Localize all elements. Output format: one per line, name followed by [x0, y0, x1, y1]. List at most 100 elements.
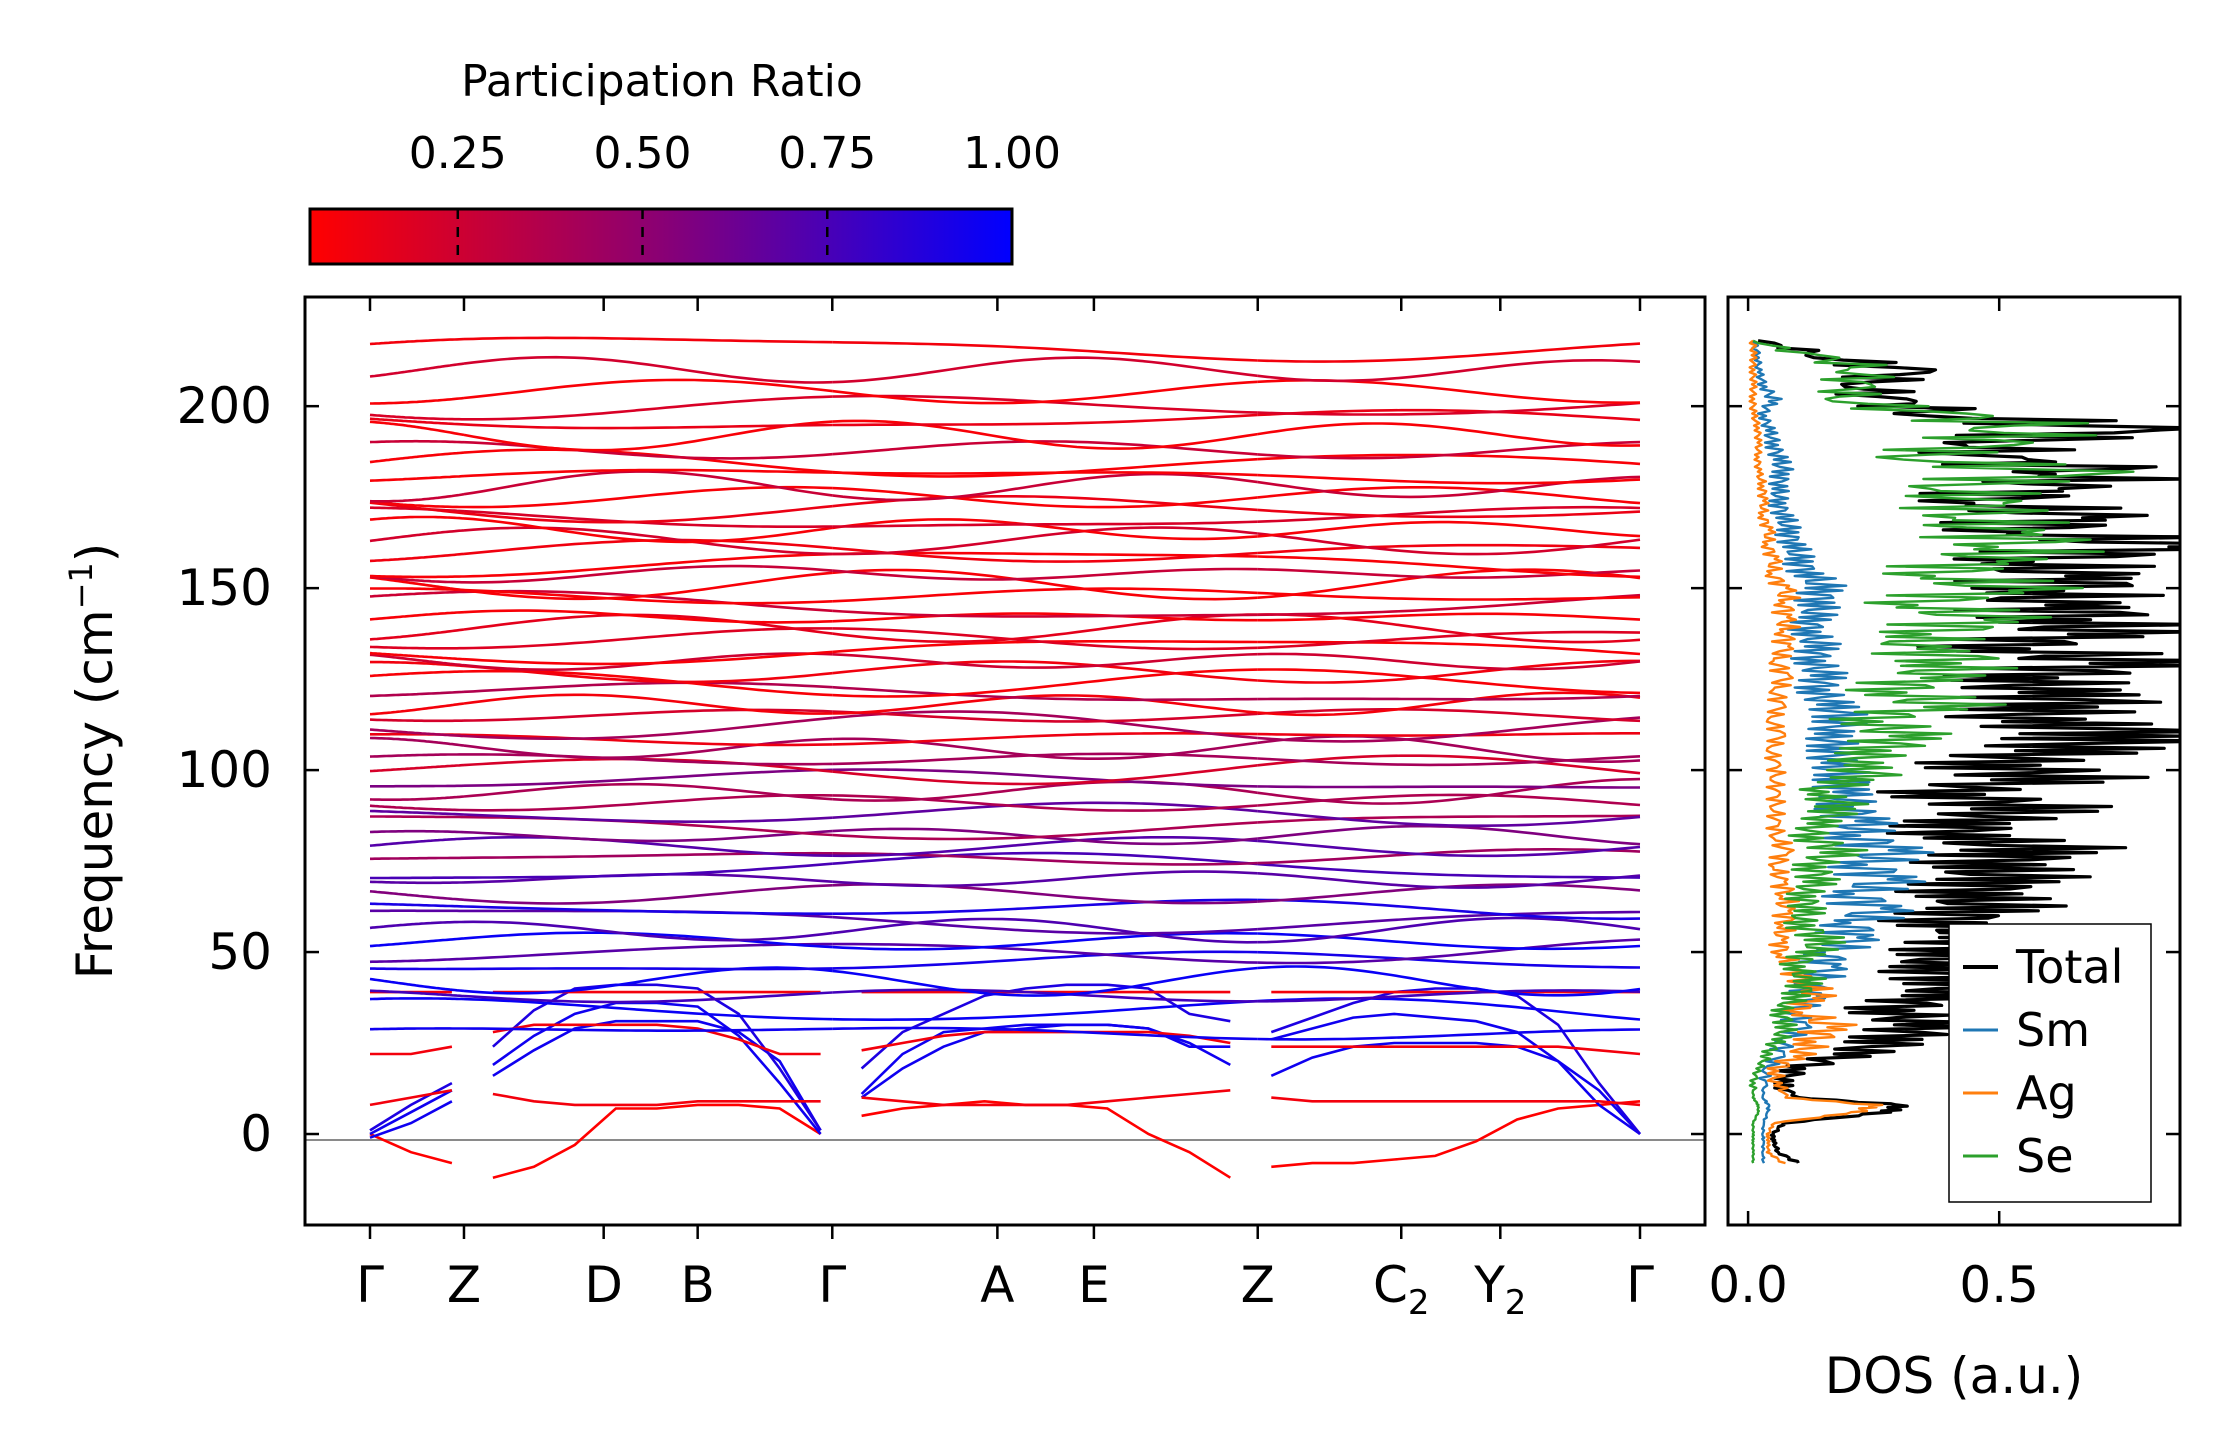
dos-panel: 0.0 0.5 DOS (a.u.) Total Sm Ag Se	[1708, 295, 2182, 1405]
x-axis-label-dos: DOS (a.u.)	[1825, 1347, 2084, 1405]
phonon-branch	[492, 1103, 822, 1179]
phonon-branch	[369, 753, 464, 758]
frequency-ticks: 0 50 100 150 200	[177, 377, 1705, 1163]
phonon-branch	[832, 356, 1258, 384]
phonon-branch	[463, 526, 833, 556]
dos-series-ag	[1748, 339, 1884, 1165]
phonon-branch	[463, 920, 833, 942]
dos-plot-frame	[1726, 295, 2182, 1227]
phonon-branch	[832, 440, 1258, 456]
phonon-branch	[1257, 422, 1641, 447]
phonon-branch	[369, 804, 464, 812]
phonon-branch	[1257, 965, 1641, 997]
phonon-branch	[463, 470, 833, 497]
phonon-branch	[463, 448, 833, 474]
phonon-branch	[1257, 809, 1641, 827]
phonon-branch	[832, 794, 1258, 812]
phonon-branch	[369, 880, 465, 885]
phonon-branch	[369, 989, 465, 998]
kpoint-label: E	[1078, 1256, 1110, 1314]
phonon-branch	[463, 485, 833, 509]
colorbar-tick-label: 0.75	[778, 128, 876, 179]
phonon-branch	[832, 660, 1258, 682]
colorbar-tick-label: 1.00	[963, 128, 1061, 179]
colorbar-ticks	[456, 209, 829, 264]
phonon-branch	[832, 917, 1258, 944]
phonon-branch	[463, 991, 833, 1004]
frequency-tick-label: 200	[177, 377, 272, 435]
phonon-branch	[463, 420, 833, 452]
phonon-branch	[369, 651, 465, 661]
phonon-branch	[463, 794, 833, 812]
phonon-branch	[832, 851, 1258, 866]
phonon-branch	[369, 702, 465, 716]
phonon-branch	[369, 653, 465, 667]
phonon-branch	[832, 609, 1258, 618]
phonon-branch	[832, 668, 1258, 698]
colorbar-label: Participation Ratio	[461, 56, 863, 107]
phonon-branch	[1257, 659, 1640, 684]
phonon-branch	[832, 821, 1258, 841]
phonon-branch	[860, 983, 1231, 1070]
phonon-branch	[463, 517, 833, 544]
phonon-branch	[1257, 916, 1641, 944]
dos-ticks: 0.0 0.5	[1708, 297, 2180, 1314]
phonon-branch	[463, 650, 833, 666]
phonon-branch	[1257, 1028, 1641, 1041]
phonon-branch	[832, 694, 1258, 715]
phonon-branch	[370, 1027, 464, 1031]
phonon-branch	[1257, 612, 1641, 622]
legend-label-ag: Ag	[2016, 1066, 2077, 1120]
phonon-branch	[369, 1089, 453, 1107]
phonon-branch	[463, 782, 833, 801]
legend-label-sm: Sm	[2016, 1003, 2090, 1057]
phonon-branch	[463, 504, 833, 524]
phonon-branch	[463, 737, 833, 759]
phonon-branch	[463, 423, 833, 430]
phonon-branch	[1257, 408, 1641, 422]
phonon-branch	[463, 836, 833, 857]
phonon-branch	[1257, 694, 1641, 701]
phonon-branch	[463, 813, 833, 823]
phonon-branch	[369, 420, 465, 437]
phonon-branch	[832, 340, 1258, 362]
phonon-branch	[369, 736, 465, 747]
phonon-branch	[463, 733, 833, 747]
phonon-branch	[463, 564, 833, 584]
phonon-branch	[1257, 824, 1641, 846]
phonon-branch	[832, 419, 1258, 450]
phonon-branch	[832, 652, 1258, 669]
phonon-branch	[1270, 1012, 1641, 1136]
phonon-branch	[1257, 543, 1641, 555]
phonon-branch	[1257, 708, 1641, 723]
phonon-branch	[463, 588, 833, 605]
phonon-branch	[832, 567, 1258, 581]
phonon-branch	[861, 1089, 1231, 1107]
phonon-branch	[463, 942, 833, 961]
phonon-branch	[1257, 342, 1641, 363]
phonon-branch	[463, 693, 833, 715]
phonon-branch	[369, 628, 465, 641]
phonon-branch	[1257, 862, 1641, 879]
phonon-branch	[832, 870, 1258, 888]
phonon-branch	[463, 768, 833, 787]
phonon-branch	[1257, 613, 1641, 644]
phonon-branch	[463, 708, 833, 722]
phonon-branch	[370, 396, 465, 405]
kpoint-label: Z	[1241, 1256, 1275, 1314]
phonon-branch	[1257, 532, 1641, 556]
phonon-branch	[1257, 848, 1641, 865]
phonon-branch	[1257, 473, 1641, 485]
phonon-branch	[369, 829, 465, 834]
band-structure-panel: Γ Z D B Γ A E Z C2 Y2 Γ 0 50 100 150 200 Frequency (cm…	[62, 295, 1707, 1323]
phonon-branch	[1257, 777, 1641, 805]
phonon-branch	[832, 915, 1258, 935]
kpoint-label: Γ	[818, 1256, 846, 1314]
legend-label-se: Se	[2016, 1129, 2074, 1183]
phonon-branch	[1271, 1100, 1641, 1169]
dos-x-tick-label: 0.5	[1959, 1256, 2039, 1314]
phonon-branch	[369, 795, 465, 801]
phonon-branch	[369, 1100, 453, 1139]
colorbar-tick-label: 0.50	[594, 128, 692, 179]
phonon-branch	[832, 518, 1258, 541]
